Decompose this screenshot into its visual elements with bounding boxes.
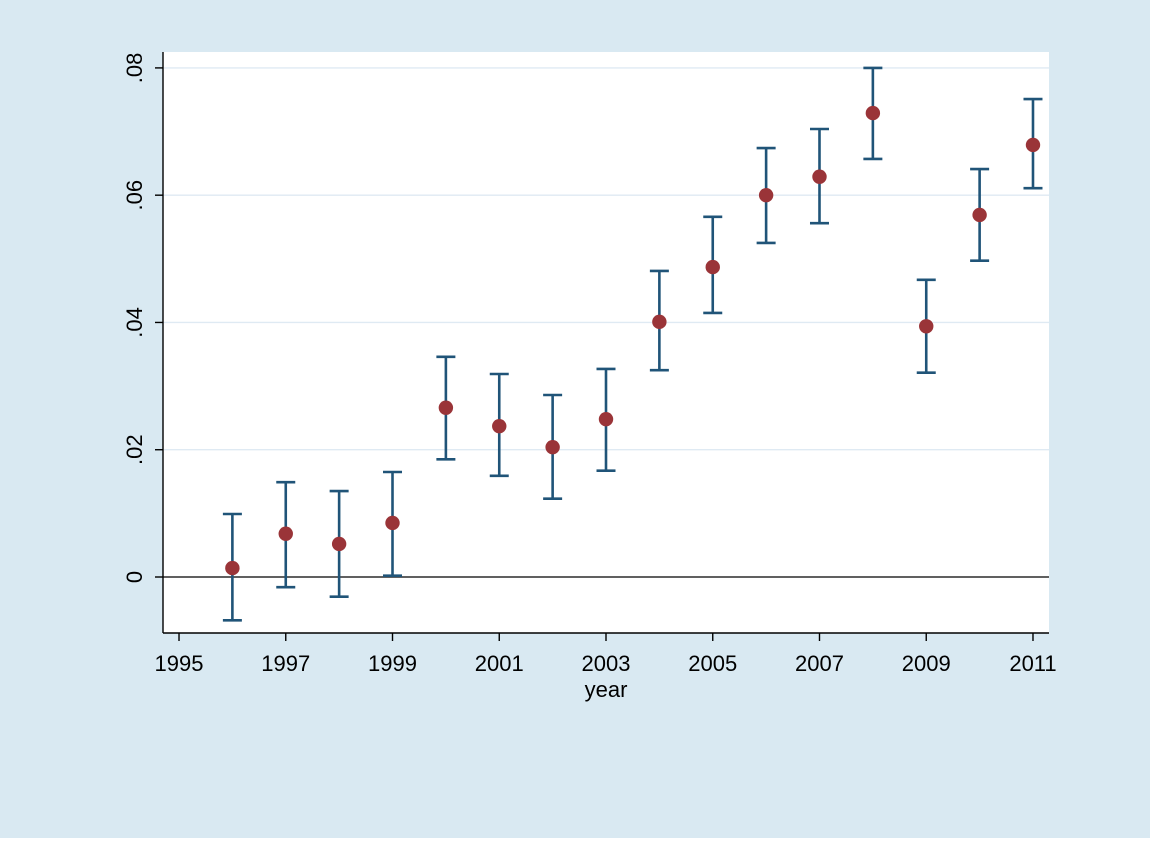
x-tick-label-1997: 1997: [261, 651, 310, 676]
x-tick-label-2007: 2007: [795, 651, 844, 676]
data-point-1998: [331, 536, 347, 552]
y-tick-label-0: 0: [122, 571, 147, 583]
x-tick-label-2009: 2009: [902, 651, 951, 676]
data-point-1996: [225, 560, 240, 576]
plot-area: [163, 52, 1049, 633]
y-tick-label-0.08: .08: [122, 53, 147, 84]
x-tick-label-1995: 1995: [155, 651, 204, 676]
x-axis-title: year: [585, 677, 628, 702]
y-tick-label-0.02: .02: [122, 434, 147, 465]
data-point-1997: [278, 526, 293, 541]
data-point-1999: [385, 515, 400, 531]
data-point-2002: [545, 439, 560, 455]
data-point-2000: [438, 400, 454, 415]
data-point-2009: [919, 319, 934, 334]
x-tick-label-2005: 2005: [688, 651, 737, 676]
data-point-2004: [652, 314, 667, 330]
x-tick-label-1999: 1999: [368, 651, 417, 676]
data-point-2001: [492, 418, 507, 434]
y-tick-label-0.04: .04: [122, 307, 147, 338]
data-point-2005: [705, 259, 720, 275]
data-point-2011: [1025, 137, 1041, 153]
x-tick-label-2011: 2011: [1009, 651, 1056, 676]
data-point-2007: [812, 169, 827, 184]
data-point-2003: [598, 411, 614, 427]
x-tick-label-2001: 2001: [475, 651, 524, 676]
data-point-2008: [865, 105, 881, 121]
data-point-2006: [758, 187, 774, 203]
x-tick-label-2003: 2003: [582, 651, 631, 676]
y-tick-label-0.06: .06: [122, 180, 147, 211]
data-point-2010: [972, 207, 987, 223]
